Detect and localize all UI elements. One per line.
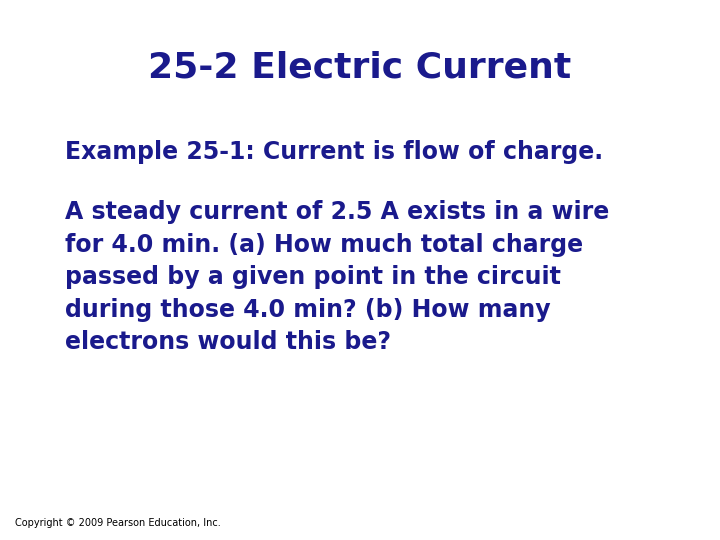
Text: Copyright © 2009 Pearson Education, Inc.: Copyright © 2009 Pearson Education, Inc. — [15, 518, 221, 528]
Text: Example 25-1: Current is flow of charge.: Example 25-1: Current is flow of charge. — [65, 140, 603, 164]
Text: 25-2 Electric Current: 25-2 Electric Current — [148, 50, 572, 84]
Text: A steady current of 2.5 A exists in a wire
for 4.0 min. (a) How much total charg: A steady current of 2.5 A exists in a wi… — [65, 200, 609, 354]
